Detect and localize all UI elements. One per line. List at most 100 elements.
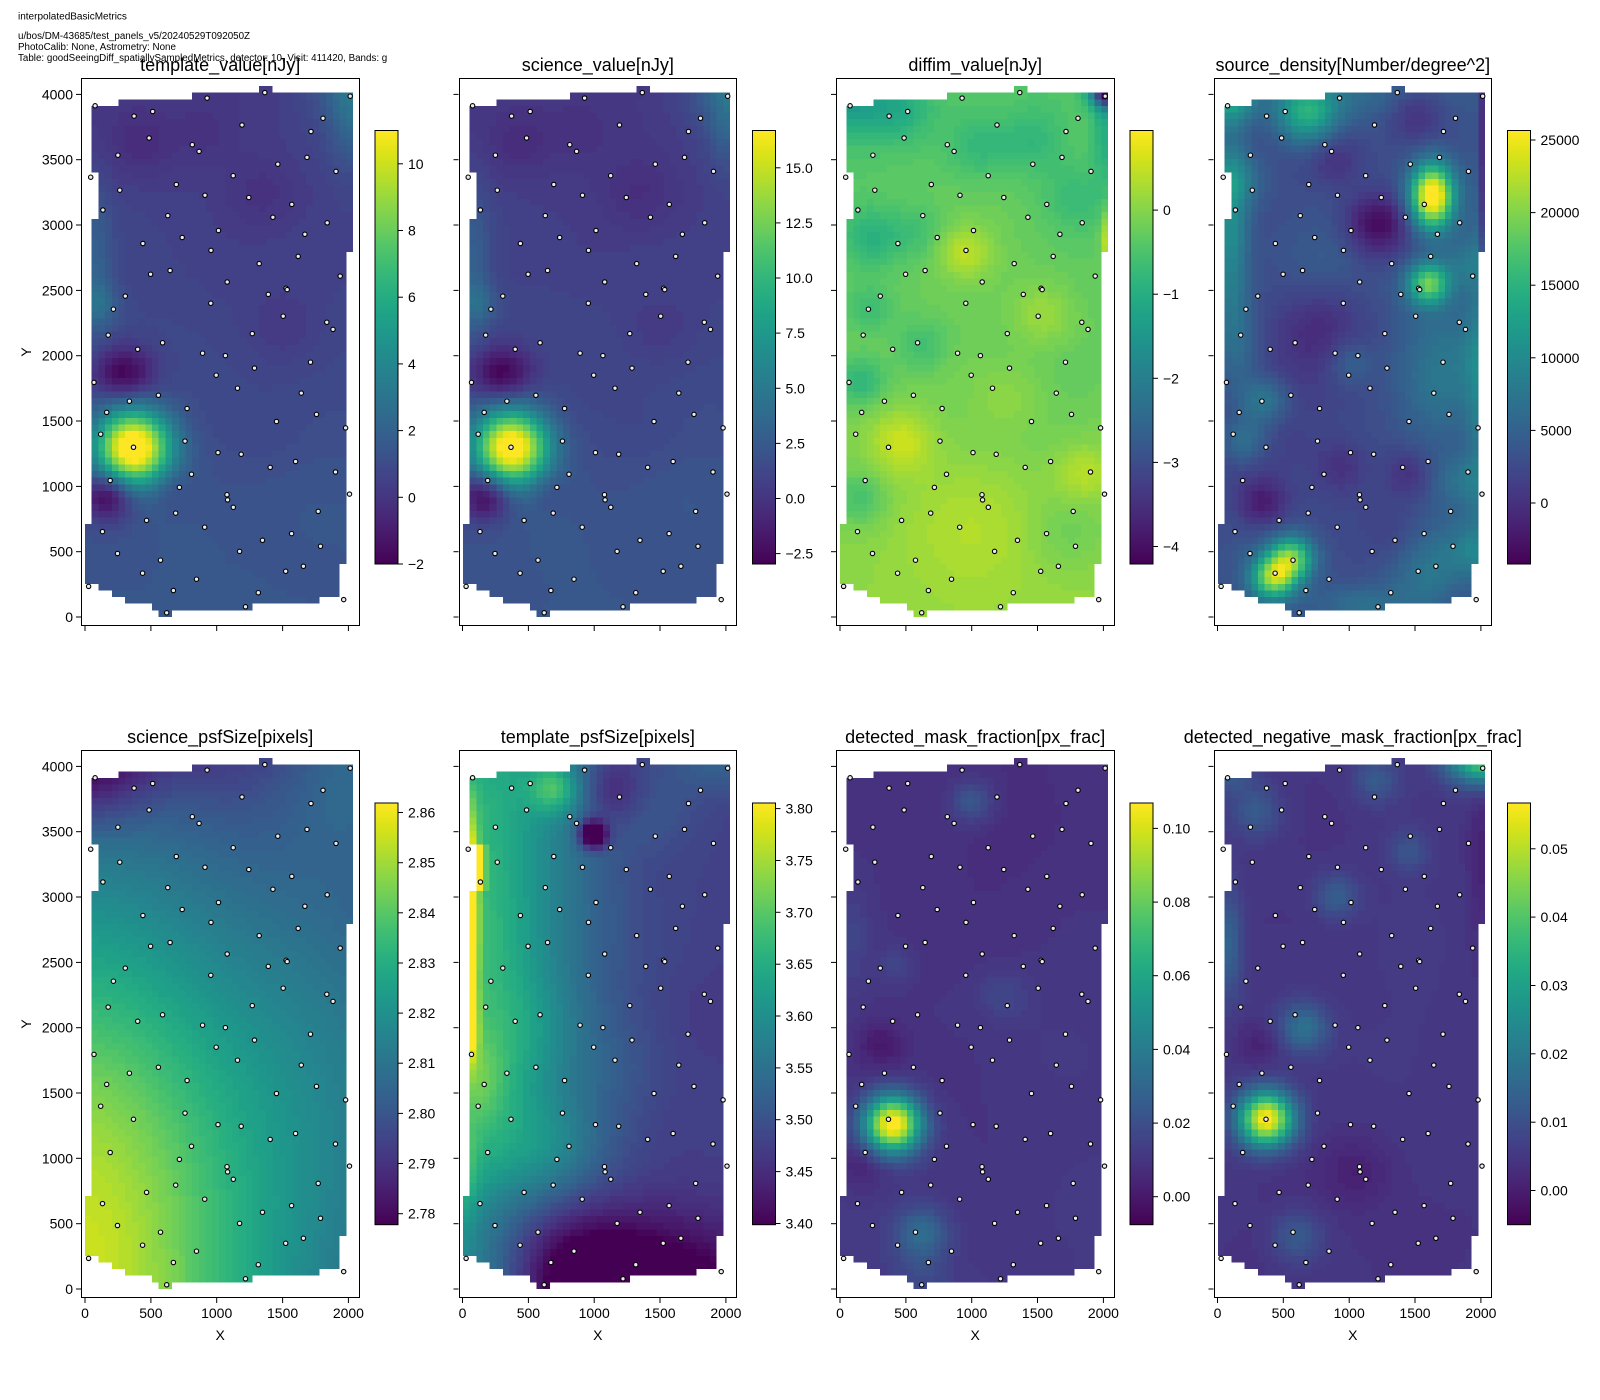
svg-text:PhotoCalib: None, Astrometry:: PhotoCalib: None, Astrometry: None [18, 42, 176, 53]
svg-text:2000: 2000 [1088, 1305, 1119, 1321]
svg-text:Y: Y [18, 1019, 34, 1029]
svg-text:3500: 3500 [42, 152, 73, 168]
svg-text:500: 500 [139, 1305, 163, 1321]
svg-text:1000: 1000 [201, 1305, 232, 1321]
svg-text:2.84: 2.84 [408, 905, 435, 921]
svg-text:template_psfSize[pixels]: template_psfSize[pixels] [501, 727, 695, 748]
svg-text:2.79: 2.79 [408, 1156, 435, 1172]
svg-text:0: 0 [1214, 1305, 1222, 1321]
svg-text:500: 500 [1272, 1305, 1296, 1321]
svg-text:0.01: 0.01 [1541, 1114, 1568, 1130]
svg-text:1500: 1500 [42, 413, 73, 429]
svg-text:25000: 25000 [1541, 132, 1580, 148]
svg-text:Table: goodSeeingDiff_spatiall: Table: goodSeeingDiff_spatiallySampledMe… [18, 53, 387, 64]
svg-text:X: X [971, 1327, 981, 1343]
svg-text:Y: Y [18, 347, 34, 357]
svg-text:15.0: 15.0 [786, 160, 813, 176]
svg-text:8: 8 [408, 223, 416, 239]
svg-text:1000: 1000 [579, 1305, 610, 1321]
svg-text:template_value[nJy]: template_value[nJy] [140, 55, 300, 76]
svg-text:500: 500 [50, 1216, 74, 1232]
svg-text:0: 0 [65, 609, 73, 625]
svg-text:1000: 1000 [956, 1305, 987, 1321]
svg-text:science_value[nJy]: science_value[nJy] [522, 55, 674, 76]
svg-text:2000: 2000 [710, 1305, 741, 1321]
svg-text:1500: 1500 [1022, 1305, 1053, 1321]
svg-text:1500: 1500 [267, 1305, 298, 1321]
svg-text:4000: 4000 [42, 86, 73, 102]
svg-text:1000: 1000 [42, 478, 73, 494]
svg-text:2.82: 2.82 [408, 1005, 435, 1021]
svg-text:0: 0 [408, 489, 416, 505]
svg-text:0.10: 0.10 [1163, 820, 1190, 836]
svg-text:2.81: 2.81 [408, 1055, 435, 1071]
svg-text:2.5: 2.5 [786, 435, 806, 451]
svg-text:−2.5: −2.5 [786, 546, 814, 562]
svg-text:source_density[Number/degree^2: source_density[Number/degree^2] [1215, 55, 1490, 76]
svg-text:0.06: 0.06 [1163, 968, 1190, 984]
svg-text:interpolatedBasicMetrics: interpolatedBasicMetrics [18, 12, 127, 23]
svg-text:0: 0 [1163, 202, 1171, 218]
svg-text:0: 0 [65, 1281, 73, 1297]
svg-text:5.0: 5.0 [786, 380, 806, 396]
svg-text:10.0: 10.0 [786, 270, 813, 286]
svg-text:−3: −3 [1163, 454, 1179, 470]
svg-text:u/bos/DM-43685/test_panels_v5/: u/bos/DM-43685/test_panels_v5/20240529T0… [18, 31, 250, 42]
svg-text:1500: 1500 [1399, 1305, 1430, 1321]
svg-text:10000: 10000 [1541, 350, 1580, 366]
svg-text:2000: 2000 [1465, 1305, 1496, 1321]
svg-text:2.85: 2.85 [408, 855, 435, 871]
svg-text:3.40: 3.40 [786, 1216, 813, 1232]
svg-text:15000: 15000 [1541, 277, 1580, 293]
svg-text:12.5: 12.5 [786, 215, 813, 231]
svg-text:−2: −2 [1163, 370, 1179, 386]
svg-text:3000: 3000 [42, 889, 73, 905]
svg-text:−4: −4 [1163, 539, 1179, 555]
svg-text:X: X [216, 1327, 226, 1343]
svg-text:0.02: 0.02 [1541, 1046, 1568, 1062]
svg-text:0.04: 0.04 [1541, 909, 1568, 925]
svg-text:3500: 3500 [42, 824, 73, 840]
svg-text:3.70: 3.70 [786, 904, 813, 920]
svg-text:4: 4 [408, 356, 416, 372]
svg-text:0: 0 [1541, 495, 1549, 511]
svg-text:3.80: 3.80 [786, 801, 813, 817]
svg-text:2.83: 2.83 [408, 955, 435, 971]
svg-text:detected_mask_fraction[px_frac: detected_mask_fraction[px_frac] [845, 727, 1105, 748]
svg-text:X: X [593, 1327, 603, 1343]
svg-text:−1: −1 [1163, 286, 1179, 302]
svg-text:0.04: 0.04 [1163, 1041, 1190, 1057]
svg-text:detected_negative_mask_fractio: detected_negative_mask_fraction[px_frac] [1184, 727, 1522, 748]
svg-text:2500: 2500 [42, 282, 73, 298]
svg-text:0.00: 0.00 [1541, 1183, 1568, 1199]
svg-text:1000: 1000 [42, 1150, 73, 1166]
svg-text:0.00: 0.00 [1163, 1189, 1190, 1205]
svg-text:0.02: 0.02 [1163, 1115, 1190, 1131]
svg-text:3.65: 3.65 [786, 956, 813, 972]
svg-text:X: X [1348, 1327, 1358, 1343]
svg-text:2000: 2000 [333, 1305, 364, 1321]
svg-text:0.0: 0.0 [786, 491, 806, 507]
svg-text:−2: −2 [408, 556, 424, 572]
svg-text:0.05: 0.05 [1541, 841, 1568, 857]
svg-text:2000: 2000 [42, 348, 73, 364]
svg-text:science_psfSize[pixels]: science_psfSize[pixels] [127, 727, 313, 748]
svg-text:3.60: 3.60 [786, 1008, 813, 1024]
svg-text:0: 0 [81, 1305, 89, 1321]
svg-text:3000: 3000 [42, 217, 73, 233]
svg-text:6: 6 [408, 289, 416, 305]
svg-text:3.75: 3.75 [786, 853, 813, 869]
svg-text:2.78: 2.78 [408, 1206, 435, 1222]
svg-text:2.80: 2.80 [408, 1105, 435, 1121]
svg-text:500: 500 [50, 544, 74, 560]
svg-text:0: 0 [459, 1305, 467, 1321]
svg-text:1500: 1500 [644, 1305, 675, 1321]
svg-text:0.08: 0.08 [1163, 894, 1190, 910]
svg-text:3.45: 3.45 [786, 1164, 813, 1180]
svg-text:500: 500 [517, 1305, 541, 1321]
svg-text:20000: 20000 [1541, 205, 1580, 221]
svg-text:5000: 5000 [1541, 422, 1572, 438]
svg-text:1500: 1500 [42, 1085, 73, 1101]
svg-text:0.03: 0.03 [1541, 978, 1568, 994]
svg-text:3.50: 3.50 [786, 1112, 813, 1128]
